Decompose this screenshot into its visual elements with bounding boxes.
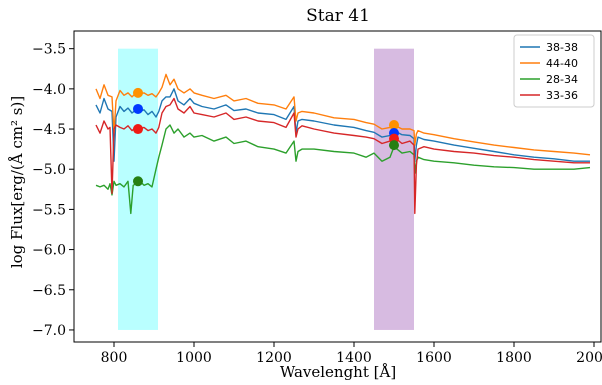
x-tick-label: 1200	[256, 350, 292, 366]
data-marker-33-36	[133, 124, 143, 135]
highlight-band-2	[374, 48, 414, 330]
legend-box	[513, 34, 595, 108]
plot-frame	[73, 30, 602, 343]
data-marker-44-40	[133, 87, 143, 98]
y-tick-label: −6.0	[32, 243, 66, 259]
marker-layer	[133, 87, 399, 187]
data-marker-28-34	[389, 140, 399, 151]
x-tick-label: 2000	[576, 350, 602, 366]
y-tick-label: −5.5	[32, 202, 66, 218]
y-tick-label: −7.0	[32, 323, 66, 339]
x-tick-label: 1800	[496, 350, 532, 366]
series-line-28-34	[95, 124, 591, 215]
x-tick-label: 800	[101, 350, 128, 366]
legend-label-38-38: 38-38	[546, 41, 578, 54]
y-axis-label: log Flux[erg/(Å cm² s)]	[8, 96, 26, 268]
data-marker-44-40	[389, 120, 399, 131]
y-tick-label: −4.0	[32, 82, 66, 98]
chart-title: Star 41	[306, 6, 370, 26]
series-line-38-38	[95, 88, 590, 162]
y-tick-label: −4.5	[32, 122, 66, 138]
legend: 38-38 44-40 28-34 33-36	[513, 34, 595, 108]
data-marker-38-38	[133, 103, 143, 114]
y-tick-label: −3.5	[32, 42, 66, 58]
series-line-33-36	[95, 97, 590, 215]
series-layer	[95, 73, 591, 215]
x-tick-label: 1400	[336, 350, 372, 366]
x-axis-label: Wavelenght [Å]	[280, 363, 396, 381]
y-axis-ticks: −3.5 −4.0 −4.5 −5.0 −5.5 −6.0 −6.5 −7.0	[32, 42, 74, 339]
band-layer	[118, 48, 414, 330]
legend-label-44-40: 44-40	[546, 57, 578, 70]
x-tick-label: 1000	[176, 350, 212, 366]
y-tick-label: −6.5	[32, 283, 66, 299]
x-tick-label: 1600	[416, 350, 452, 366]
series-line-44-40	[95, 73, 591, 156]
data-marker-28-34	[133, 176, 143, 187]
legend-label-28-34: 28-34	[546, 73, 578, 86]
y-tick-label: −5.0	[32, 162, 66, 178]
x-axis-ticks: 800 1000 1200 1400 1600 1800 2000	[101, 342, 602, 366]
legend-label-33-36: 33-36	[546, 89, 578, 102]
